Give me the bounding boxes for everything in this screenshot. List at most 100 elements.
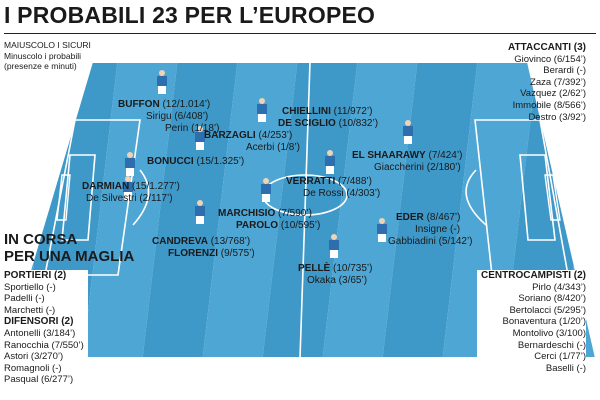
right-penalty-arc bbox=[465, 169, 487, 226]
player-stats: (1/18’) bbox=[188, 123, 220, 134]
player-stats: (13/768’) bbox=[207, 236, 251, 247]
legend-line: MAIUSCOLO I SICURI bbox=[4, 40, 91, 50]
player-figure-icon bbox=[195, 126, 205, 150]
left-goal-area bbox=[61, 154, 96, 241]
player-stats: (4/253’) bbox=[255, 130, 293, 141]
player-giaccherini: Giaccherini (2/180’) bbox=[374, 162, 461, 173]
pitch-stripe bbox=[140, 62, 240, 358]
player-name: Sirigu bbox=[146, 111, 172, 122]
player-figure-icon bbox=[325, 150, 335, 174]
player-figure-icon bbox=[125, 152, 135, 176]
pitch-outline bbox=[2, 61, 598, 359]
player-name: Insigne bbox=[415, 224, 448, 235]
player-stats: (2/180’) bbox=[424, 162, 461, 173]
player-stats: (12/1.014’) bbox=[159, 99, 211, 110]
list-item: Sportiello (-) bbox=[4, 281, 56, 293]
list-item: Destro (3/92’) bbox=[528, 111, 586, 123]
player-name: DARMIAN bbox=[82, 181, 130, 192]
player-perin: Perin (1/18’) bbox=[165, 123, 219, 134]
player-florenzi: FLORENZI (9/575’) bbox=[168, 248, 255, 259]
player-bonucci: BONUCCI (15/1.325’) bbox=[147, 156, 244, 167]
player-stats: (15/1.325’) bbox=[193, 156, 245, 167]
player-name: Okaka bbox=[307, 275, 336, 286]
player-name: BUFFON bbox=[118, 99, 160, 110]
player-stats: (15/1.277’) bbox=[129, 181, 180, 192]
list-item: Ranocchia (7/550’) bbox=[4, 339, 84, 351]
player-name: PELLÈ bbox=[298, 263, 331, 274]
player-eder: EDER (8/467’) bbox=[396, 212, 460, 223]
list-item: Marchetti (-) bbox=[4, 304, 56, 316]
difensori-heading: DIFENSORI (2) bbox=[4, 316, 74, 328]
player-figure-icon bbox=[377, 218, 387, 242]
left-penalty-area bbox=[44, 119, 141, 276]
list-item: Giovinco (6/154’) bbox=[514, 53, 586, 65]
player-stats: (10/595’) bbox=[278, 220, 321, 231]
player-verratti: VERRATTI (7/488’) bbox=[286, 176, 372, 187]
player-buffon: BUFFON (12/1.014’) bbox=[118, 99, 210, 110]
pitch-stripe bbox=[200, 62, 300, 358]
legend-line: (presenze e minuti) bbox=[4, 61, 77, 71]
player-name: Giaccherini bbox=[374, 162, 425, 173]
pitch-stripe bbox=[320, 62, 420, 358]
player-chiellini: CHIELLINI (11/972’) bbox=[282, 106, 372, 117]
player-stats: (9/575’) bbox=[218, 248, 255, 259]
player-elshaarawy: EL SHAARAWY (7/424’) bbox=[352, 150, 462, 161]
player-acerbi: Acerbi (1/8’) bbox=[246, 142, 300, 153]
list-item: Romagnoli (-) bbox=[4, 362, 62, 374]
list-item: Padelli (-) bbox=[4, 293, 45, 305]
player-desilvestri: De Silvestri (2/117’) bbox=[86, 193, 173, 204]
player-name: Acerbi bbox=[246, 142, 275, 153]
left-penalty-arc bbox=[132, 169, 150, 226]
player-stats: (7/424’) bbox=[425, 150, 463, 161]
list-item: Bertolacci (5/295’) bbox=[509, 304, 586, 316]
player-name: De Silvestri bbox=[86, 193, 137, 204]
attaccanti-heading: ATTACCANTI (3) bbox=[508, 42, 586, 53]
player-figure-icon bbox=[261, 178, 271, 202]
player-stats: (5/142’) bbox=[435, 236, 473, 247]
in-corsa-heading: IN CORSA PER UNA MAGLIA bbox=[4, 231, 134, 265]
left-goal bbox=[56, 174, 71, 221]
player-name: Perin bbox=[165, 123, 189, 134]
player-parolo: PAROLO (10/595’) bbox=[236, 220, 320, 231]
player-stats: (1/8’) bbox=[274, 142, 300, 153]
player-figure-icon bbox=[157, 70, 167, 94]
list-item: Immobile (8/566’) bbox=[512, 99, 586, 111]
list-item: Cerci (1/77’) bbox=[534, 351, 586, 363]
player-stats: (3/65’) bbox=[335, 275, 368, 286]
attaccanti-list: ATTACCANTI (3) Giovinco (6/154’) Berardi… bbox=[508, 42, 586, 123]
player-stats: (6/408’) bbox=[171, 111, 209, 122]
player-desciglio: DE SCIGLIO (10/832’) bbox=[278, 118, 378, 129]
player-name: Gabbiadini bbox=[388, 236, 436, 247]
player-stats: (10/735’) bbox=[330, 263, 373, 274]
right-goal bbox=[544, 174, 561, 221]
centrocampisti-list: CENTROCAMPISTI (2) Pirlo (4/343’) Sorian… bbox=[477, 270, 586, 375]
player-pelle: PELLÈ (10/735’) bbox=[298, 263, 372, 274]
player-name: MARCHISIO bbox=[218, 208, 276, 219]
halfway-line bbox=[299, 61, 311, 359]
list-item: Soriano (8/420’) bbox=[518, 293, 586, 305]
player-stats: (7/590’) bbox=[275, 208, 312, 219]
player-name: De Rossi bbox=[303, 188, 344, 199]
centrocampisti-heading: CENTROCAMPISTI (2) bbox=[481, 270, 586, 281]
player-sirigu: Sirigu (6/408’) bbox=[146, 111, 208, 122]
player-candreva: CANDREVA (13/768’) bbox=[152, 236, 250, 247]
in-corsa-line: PER UNA MAGLIA bbox=[4, 248, 135, 265]
pitch-stripe bbox=[440, 62, 540, 358]
player-barzagli: BARZAGLI (4/253’) bbox=[204, 130, 292, 141]
list-item: Berardi (-) bbox=[543, 65, 586, 77]
player-stats: (2/117’) bbox=[136, 193, 173, 204]
player-name: FLORENZI bbox=[168, 248, 218, 259]
player-name: BONUCCI bbox=[147, 156, 194, 167]
in-corsa-line: IN CORSA bbox=[4, 231, 78, 248]
player-darmian: DARMIAN (15/1.277’) bbox=[82, 181, 180, 192]
player-name: VERRATTI bbox=[286, 176, 336, 187]
list-item: Antonelli (3/184’) bbox=[4, 327, 76, 339]
portieri-list: PORTIERI (2) Sportiello (-) Padelli (-) … bbox=[4, 270, 88, 386]
player-stats: (8/467’) bbox=[423, 212, 461, 223]
player-stats: (10/832’) bbox=[335, 118, 379, 129]
right-goal-area bbox=[519, 154, 556, 241]
player-stats: (11/972’) bbox=[330, 106, 373, 117]
player-figure-icon bbox=[329, 234, 339, 258]
list-item: Astori (3/270’) bbox=[4, 351, 64, 363]
player-name: CHIELLINI bbox=[282, 106, 331, 117]
